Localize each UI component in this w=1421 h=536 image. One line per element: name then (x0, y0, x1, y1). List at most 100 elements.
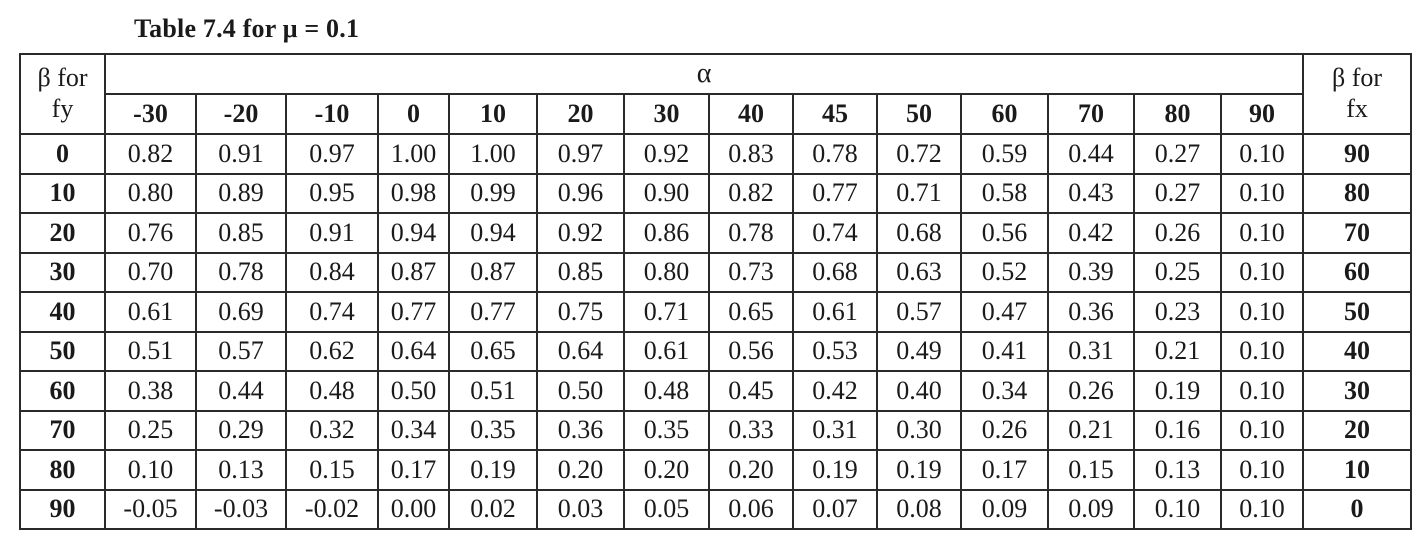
value-cell: 0.80 (623, 251, 710, 293)
value-cell: 0.82 (104, 133, 197, 175)
value-cell: 0.48 (285, 370, 379, 412)
value-cell: 0.89 (195, 172, 287, 214)
value-cell: 0.00 (377, 488, 450, 530)
value-cell: 0.49 (876, 330, 962, 372)
value-cell: 0.19 (792, 449, 878, 491)
value-cell: 0.10 (1219, 449, 1305, 491)
value-cell: 0.76 (104, 212, 197, 254)
beta-fy-cell: 60 (19, 370, 106, 412)
value-cell: 0.31 (792, 409, 878, 451)
table-row: 90 -0.05 -0.03 -0.02 0.00 0.02 0.03 0.05 0.06 0.0… (19, 488, 1413, 530)
value-cell: 0.26 (1133, 212, 1222, 254)
beta-fx-cell: 90 (1302, 133, 1413, 175)
value-cell: 0.99 (448, 172, 538, 214)
value-cell: 0.19 (876, 449, 962, 491)
beta-fy-cell: 50 (19, 330, 106, 372)
table-row: 40 0.61 0.69 0.74 0.77 0.77 0.75 0.71 0.65 0.61 0.… (19, 291, 1413, 333)
table-row: 0 0.82 0.91 0.97 1.00 1.00 0.97 0.92 0.83 0.78 0.7… (19, 133, 1413, 175)
value-cell: 0.94 (448, 212, 538, 254)
value-cell: 0.59 (960, 133, 1049, 175)
value-cell: 0.63 (876, 251, 962, 293)
value-cell: 0.50 (536, 370, 625, 412)
value-cell: 0.15 (285, 449, 379, 491)
value-cell: 0.72 (876, 133, 962, 175)
value-cell: 0.92 (623, 133, 710, 175)
alpha-header-cell: -30 (104, 93, 197, 135)
value-cell: 0.48 (623, 370, 710, 412)
alpha-header-cell: 0 (377, 93, 450, 135)
value-cell: 0.71 (623, 291, 710, 333)
value-cell: 0.86 (623, 212, 710, 254)
value-cell: -0.03 (195, 488, 287, 530)
beta-fx-label-bottom: fx (1302, 94, 1413, 135)
beta-fx-cell: 0 (1302, 488, 1413, 530)
beta-fx-cell: 30 (1302, 370, 1413, 412)
value-cell: 0.62 (285, 330, 379, 372)
value-cell: 0.26 (1047, 370, 1135, 412)
value-cell: 0.08 (876, 488, 962, 530)
value-cell: 0.17 (377, 449, 450, 491)
value-cell: 0.96 (536, 172, 625, 214)
alpha-header-cell: 80 (1133, 93, 1222, 135)
value-cell: 0.02 (448, 488, 538, 530)
table-row: 60 0.38 0.44 0.48 0.50 0.51 0.50 0.48 0.45 0.42 0.… (19, 370, 1413, 412)
value-cell: 0.64 (377, 330, 450, 372)
value-cell: 0.97 (536, 133, 625, 175)
value-cell: 0.61 (623, 330, 710, 372)
value-cell: 0.21 (1133, 330, 1222, 372)
value-cell: 0.77 (792, 172, 878, 214)
value-cell: 0.57 (876, 291, 962, 333)
value-cell: 0.16 (1133, 409, 1222, 451)
value-cell: 0.71 (876, 172, 962, 214)
beta-fy-cell: 10 (19, 172, 106, 214)
beta-fy-label-bottom: fy (19, 94, 106, 135)
value-cell: 0.10 (104, 449, 197, 491)
table-caption: Table 7.4 for μ = 0.1 (134, 14, 360, 43)
value-cell: 0.20 (536, 449, 625, 491)
beta-fy-cell: 0 (19, 133, 106, 175)
value-cell: 0.27 (1133, 172, 1222, 214)
table-row: 50 0.51 0.57 0.62 0.64 0.65 0.64 0.61 0.56 0.53 0.… (19, 330, 1413, 372)
value-cell: 0.41 (960, 330, 1049, 372)
beta-fy-label-top: β for (19, 53, 106, 94)
value-cell: 0.10 (1219, 251, 1305, 293)
beta-fx-cell: 40 (1302, 330, 1413, 372)
alpha-header-cell: 60 (960, 93, 1049, 135)
value-cell: 0.44 (1047, 133, 1135, 175)
value-cell: 0.80 (104, 172, 197, 214)
value-cell: 0.61 (104, 291, 197, 333)
value-cell: 0.61 (792, 291, 878, 333)
value-cell: 0.70 (104, 251, 197, 293)
value-cell: 0.77 (377, 291, 450, 333)
value-cell: 0.53 (792, 330, 878, 372)
beta-fy-cell: 80 (19, 449, 106, 491)
beta-fx-cell: 20 (1302, 409, 1413, 451)
value-cell: 0.19 (1133, 370, 1222, 412)
value-cell: 0.19 (448, 449, 538, 491)
value-cell: 0.25 (104, 409, 197, 451)
value-cell: 0.06 (708, 488, 794, 530)
value-cell: 0.25 (1133, 251, 1222, 293)
value-cell: 0.91 (195, 133, 287, 175)
alpha-header-cell: 70 (1047, 93, 1135, 135)
value-cell: 0.84 (285, 251, 379, 293)
value-cell: 0.07 (792, 488, 878, 530)
beta-fy-cell: 90 (19, 488, 106, 530)
value-cell: 0.47 (960, 291, 1049, 333)
value-cell: 0.30 (876, 409, 962, 451)
beta-fx-cell: 10 (1302, 449, 1413, 491)
value-cell: 0.20 (708, 449, 794, 491)
value-cell: 0.36 (1047, 291, 1135, 333)
value-cell: 0.10 (1219, 172, 1305, 214)
alpha-header-cell: -20 (195, 93, 287, 135)
value-cell: 0.29 (195, 409, 287, 451)
value-cell: 0.57 (195, 330, 287, 372)
value-cell: 0.39 (1047, 251, 1135, 293)
value-cell: 0.38 (104, 370, 197, 412)
value-cell: 0.10 (1219, 291, 1305, 333)
value-cell: 0.10 (1219, 409, 1305, 451)
value-cell: 0.44 (195, 370, 287, 412)
value-cell: 1.00 (448, 133, 538, 175)
value-cell: 0.10 (1219, 370, 1305, 412)
beta-fy-cell: 20 (19, 212, 106, 254)
